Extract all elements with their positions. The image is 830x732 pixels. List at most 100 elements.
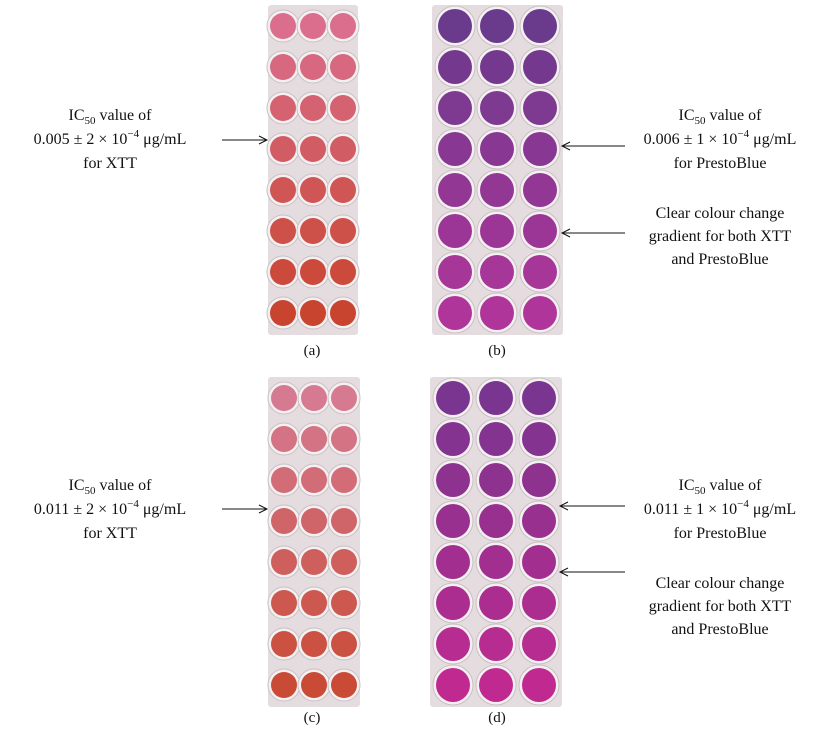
text-part: value of bbox=[706, 477, 763, 494]
text-part: 0.011 ± 1 × 10 bbox=[644, 501, 737, 518]
well bbox=[300, 259, 326, 285]
well bbox=[436, 627, 470, 661]
well bbox=[480, 132, 514, 166]
well bbox=[523, 9, 557, 43]
well bbox=[438, 255, 472, 289]
panel-label: (c) bbox=[304, 710, 321, 726]
panel-label: (a) bbox=[304, 343, 321, 359]
well bbox=[479, 586, 513, 620]
well bbox=[522, 545, 556, 579]
well bbox=[438, 214, 472, 248]
subscript: 50 bbox=[85, 115, 97, 127]
well bbox=[301, 467, 327, 493]
well bbox=[271, 467, 297, 493]
well bbox=[479, 504, 513, 538]
text-part: value of bbox=[706, 107, 763, 124]
well bbox=[301, 631, 327, 657]
well bbox=[523, 50, 557, 84]
subscript: 50 bbox=[695, 115, 707, 127]
well bbox=[271, 549, 297, 575]
well bbox=[438, 132, 472, 166]
text-part: μg/mL bbox=[139, 501, 186, 518]
well bbox=[479, 463, 513, 497]
well bbox=[301, 508, 327, 534]
well bbox=[438, 296, 472, 330]
well bbox=[522, 586, 556, 620]
well bbox=[479, 668, 513, 702]
well bbox=[301, 385, 327, 411]
well bbox=[300, 95, 326, 121]
well bbox=[331, 385, 357, 411]
annotation-line: 0.005 ± 2 × 10−4 μg/mL bbox=[34, 128, 187, 148]
superscript: −4 bbox=[127, 128, 139, 140]
annotation-line: Clear colour change bbox=[656, 205, 785, 222]
superscript: −4 bbox=[737, 498, 749, 510]
panel-label: (d) bbox=[488, 710, 506, 726]
well bbox=[331, 508, 357, 534]
well bbox=[522, 627, 556, 661]
well bbox=[300, 300, 326, 326]
well bbox=[331, 426, 357, 452]
annotation-line: and PrestoBlue bbox=[671, 251, 768, 268]
well bbox=[301, 672, 327, 698]
well bbox=[330, 54, 356, 80]
well bbox=[271, 426, 297, 452]
well bbox=[330, 300, 356, 326]
well bbox=[330, 95, 356, 121]
well bbox=[523, 255, 557, 289]
well bbox=[300, 218, 326, 244]
well bbox=[270, 95, 296, 121]
text-part: μg/mL bbox=[139, 131, 186, 148]
well bbox=[331, 549, 357, 575]
well bbox=[331, 672, 357, 698]
well bbox=[436, 668, 470, 702]
annotation-line: for PrestoBlue bbox=[674, 525, 767, 542]
superscript: −4 bbox=[737, 128, 749, 140]
well bbox=[271, 672, 297, 698]
well bbox=[438, 50, 472, 84]
well bbox=[436, 381, 470, 415]
well bbox=[331, 631, 357, 657]
well bbox=[479, 422, 513, 456]
text-part: value of bbox=[96, 477, 153, 494]
well bbox=[330, 259, 356, 285]
well bbox=[480, 173, 514, 207]
well bbox=[479, 545, 513, 579]
well bbox=[479, 381, 513, 415]
annotation-line: for XTT bbox=[83, 525, 137, 542]
well bbox=[270, 259, 296, 285]
well bbox=[300, 54, 326, 80]
well bbox=[523, 91, 557, 125]
annotation-line: and PrestoBlue bbox=[671, 621, 768, 638]
text-part: IC bbox=[69, 107, 85, 124]
well bbox=[480, 255, 514, 289]
text-part: 0.011 ± 2 × 10 bbox=[34, 501, 127, 518]
well bbox=[300, 13, 326, 39]
well bbox=[301, 549, 327, 575]
subscript: 50 bbox=[695, 485, 707, 497]
well bbox=[270, 54, 296, 80]
annotation-line: Clear colour change bbox=[656, 575, 785, 592]
subscript: 50 bbox=[85, 485, 97, 497]
well bbox=[270, 13, 296, 39]
annotation-line: for PrestoBlue bbox=[674, 155, 767, 172]
well bbox=[522, 463, 556, 497]
well bbox=[330, 136, 356, 162]
annotation-line: gradient for both XTT bbox=[649, 228, 792, 245]
annotation-line: gradient for both XTT bbox=[649, 598, 792, 615]
annotation-line: 0.006 ± 1 × 10−4 μg/mL bbox=[644, 128, 797, 148]
text-part: IC bbox=[679, 477, 695, 494]
well bbox=[438, 91, 472, 125]
well bbox=[330, 13, 356, 39]
well bbox=[270, 136, 296, 162]
annotation-line: IC50 value of bbox=[679, 107, 763, 127]
well bbox=[271, 508, 297, 534]
well bbox=[300, 177, 326, 203]
well bbox=[480, 91, 514, 125]
well bbox=[270, 177, 296, 203]
well bbox=[300, 136, 326, 162]
text-part: 0.005 ± 2 × 10 bbox=[34, 131, 128, 148]
well bbox=[522, 422, 556, 456]
well bbox=[523, 214, 557, 248]
well bbox=[436, 422, 470, 456]
